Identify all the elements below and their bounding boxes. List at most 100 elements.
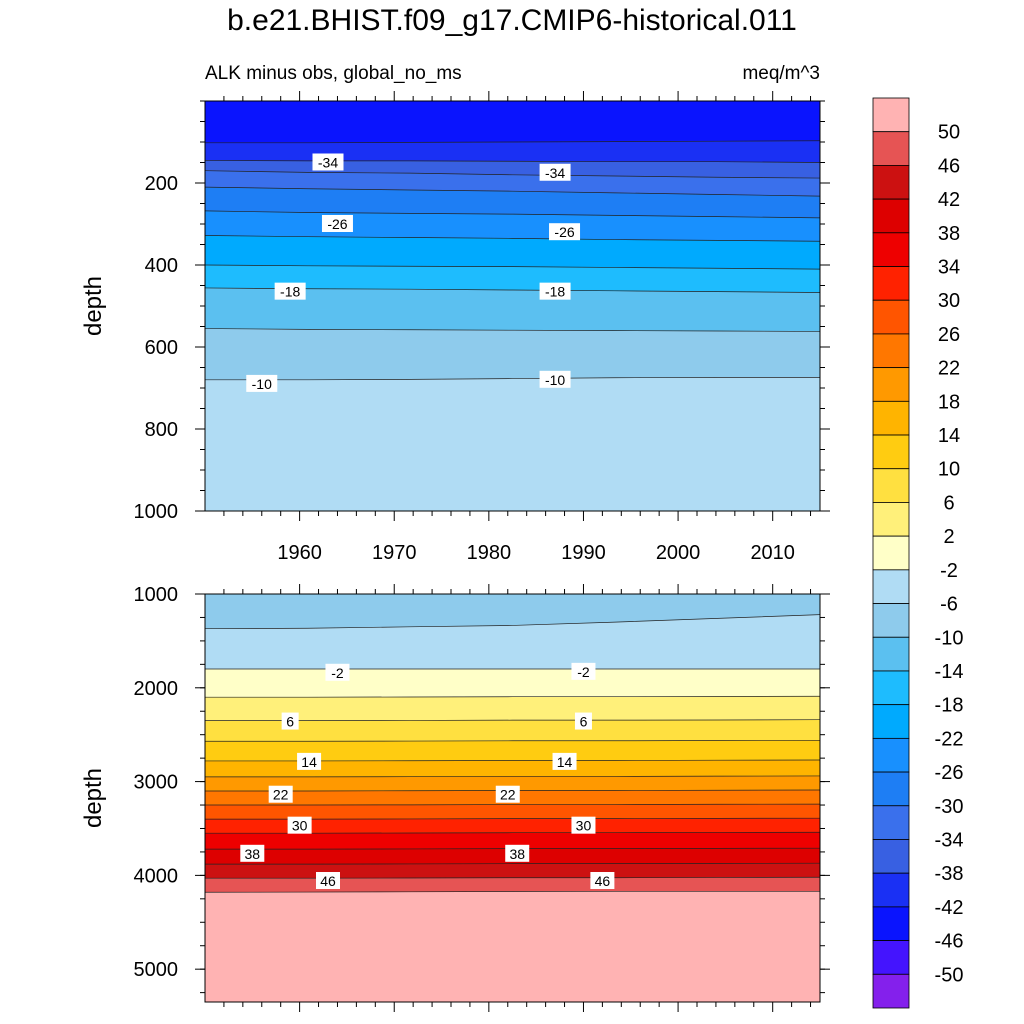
colorbar-label: -50 — [935, 964, 964, 986]
contour-label-box — [268, 785, 293, 803]
contour-label-text: -2 — [577, 664, 590, 680]
colorbar-swatch — [872, 670, 910, 706]
contour-label: 46 — [590, 872, 615, 890]
contour-label-text: 30 — [576, 818, 592, 834]
contour-label-box — [590, 872, 615, 890]
colorbar-label: -2 — [940, 560, 958, 582]
contour-label-box — [321, 215, 353, 232]
colorbar-label: 18 — [938, 391, 960, 413]
contour-label-text: 6 — [286, 714, 294, 730]
contour-label-text: 46 — [320, 873, 336, 889]
colorbar: 50 46 42 38 34 30 26 22 18 14 10 6 2 -2 -6 -10 -14 -18 -22… — [872, 97, 964, 1009]
colorbar-swatch — [872, 502, 910, 537]
x-tick-label: 1990 — [561, 542, 606, 564]
y-tick-label: 1000 — [134, 584, 179, 606]
contour-label: 30 — [571, 816, 596, 834]
colorbar-label: -42 — [935, 897, 964, 919]
contour-label-box — [549, 223, 581, 241]
contour-label: 38 — [240, 844, 265, 862]
colorbar-swatch — [872, 603, 910, 638]
colorbar-label: -18 — [935, 695, 964, 717]
contour-label: 6 — [574, 712, 592, 730]
colorbar-swatch — [872, 299, 910, 335]
contour-line — [205, 210, 820, 219]
contour-label: 30 — [287, 816, 312, 834]
colorbar-label: 14 — [938, 425, 960, 447]
contour-label-text: 22 — [273, 787, 289, 803]
contour-label: 14 — [297, 752, 322, 770]
contour-line — [205, 775, 820, 778]
contour-label: 38 — [505, 844, 530, 862]
contour-line — [205, 376, 820, 381]
contour-label-box — [312, 153, 344, 171]
contour-label-box — [539, 282, 571, 300]
colorbar-swatch — [872, 97, 910, 133]
contour-label: 46 — [316, 872, 340, 890]
chart-subtitle-units: meq/m^3 — [742, 63, 820, 84]
y-tick-label: 200 — [145, 173, 178, 195]
contour-label-text: 6 — [580, 714, 588, 730]
colorbar-swatch — [872, 232, 910, 267]
colorbar-label: -10 — [935, 627, 964, 649]
colorbar-label: -38 — [935, 863, 964, 885]
contour-line — [205, 614, 820, 630]
colorbar-label: 38 — [938, 223, 960, 245]
contour-label-box — [571, 662, 596, 680]
y-tick-label: 4000 — [134, 865, 179, 887]
contour-line — [205, 739, 820, 742]
contour-label-box — [574, 712, 592, 730]
colorbar-swatch — [872, 333, 910, 369]
contour-label-box — [281, 712, 299, 730]
contour-line — [205, 890, 820, 893]
y-tick-label: 800 — [145, 419, 178, 441]
colorbar-label: -34 — [935, 829, 964, 851]
colorbar-label: 34 — [938, 257, 960, 279]
y-axis: 200 400 600 800 1000 — [134, 100, 830, 523]
colorbar-swatch — [872, 737, 910, 773]
contour-label: 22 — [268, 785, 293, 803]
chart-title: b.e21.BHIST.f09_g17.CMIP6-historical.011 — [227, 4, 797, 37]
contour-label-text: -10 — [545, 372, 565, 388]
y-axis: 1000 2000 3000 4000 5000 — [134, 584, 830, 994]
x-tick-label: 1960 — [277, 542, 322, 564]
colorbar-label: 46 — [938, 155, 960, 177]
contour-label-text: 14 — [557, 754, 573, 770]
colorbar-label: 26 — [938, 324, 960, 346]
contour-line — [205, 328, 820, 332]
contour-line — [205, 287, 820, 293]
colorbar-swatch — [872, 165, 910, 200]
contour-label-text: 30 — [292, 818, 308, 834]
contour-label-box — [539, 163, 571, 181]
y-tick-label: 400 — [145, 255, 178, 277]
colorbar-label: 2 — [943, 526, 954, 548]
colorbar-label: 30 — [938, 290, 960, 312]
colorbar-swatch — [872, 400, 910, 436]
y-axis-label: depth — [80, 276, 107, 336]
filled-contours: -34 -34 -26 -26 -18 -18 -10 -10 — [205, 101, 820, 511]
y-tick-label: 600 — [145, 337, 178, 359]
colorbar-label: -22 — [935, 728, 964, 750]
y-tick-label: 2000 — [134, 678, 179, 700]
colorbar-label: -6 — [940, 594, 958, 616]
y-tick-label: 1000 — [134, 501, 179, 523]
x-tick-label: 1970 — [372, 542, 417, 564]
contour-label-box — [246, 374, 278, 392]
colorbar-swatch — [872, 805, 910, 840]
contour-label: 6 — [281, 712, 299, 730]
contour-label: -26 — [321, 215, 353, 232]
contour-line — [205, 876, 820, 879]
colorbar-swatch — [872, 468, 910, 503]
contour-label: -26 — [549, 223, 581, 241]
contour-label-box — [552, 752, 577, 770]
contour-label-text: -10 — [252, 376, 272, 392]
contour-label: -34 — [312, 153, 344, 171]
contour-label: 22 — [495, 785, 520, 803]
y-axis-label: depth — [80, 768, 107, 828]
x-tick-label: 2010 — [750, 542, 795, 564]
colorbar-label: -46 — [935, 931, 964, 953]
colorbar-swatch — [872, 266, 910, 301]
x-tick-label: 1980 — [467, 542, 512, 564]
contour-label-box — [505, 844, 530, 862]
